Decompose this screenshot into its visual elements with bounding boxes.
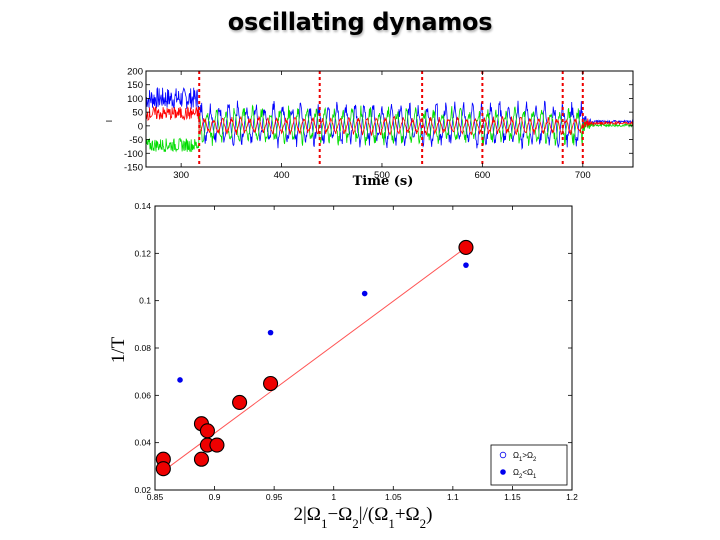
x-label-text: +Ω xyxy=(395,504,420,525)
data-point-blue xyxy=(267,329,274,336)
y-tick-label: 0.14 xyxy=(134,201,151,211)
data-point-blue xyxy=(361,290,368,297)
y-tick-label: 200 xyxy=(127,67,143,78)
data-point-red xyxy=(193,451,210,467)
x-label-text: 2|Ω xyxy=(294,504,321,525)
data-point-red xyxy=(209,437,225,453)
legend-text: Ω xyxy=(513,468,519,477)
x-label-text: ) xyxy=(426,504,432,525)
data-point-red xyxy=(199,423,215,439)
y-tick-label: 0.06 xyxy=(134,390,151,400)
y-tick-label: 0.12 xyxy=(134,248,151,258)
legend-subscript: 2 xyxy=(519,474,523,480)
time-series-lines xyxy=(145,86,634,153)
y-tick-label: 0 xyxy=(138,121,143,132)
legend-marker-open xyxy=(499,451,507,459)
y-tick-label: -150 xyxy=(124,163,143,174)
x-tick-label: 400 xyxy=(274,170,290,181)
time-series-ticks: 300 400 500 600 700 -150 -100 -50 0 50 100 150 200 xyxy=(124,67,633,181)
legend-subscript: 1 xyxy=(519,457,523,463)
x-tick-label: 0.85 xyxy=(147,492,164,502)
legend-label: Ω2<Ω1 xyxy=(513,468,537,480)
data-point-blue xyxy=(177,377,183,383)
slide-title: oscillating dynamos xyxy=(227,8,493,36)
time-series-frame xyxy=(145,70,634,168)
legend-label: Ω1>Ω2 xyxy=(513,451,537,463)
data-point-red xyxy=(458,239,474,255)
y-tick-label: -50 xyxy=(129,135,143,146)
x-tick-label: 0.9 xyxy=(209,492,221,502)
x-label-subscript: 1 xyxy=(388,516,395,531)
scatter-x-label: 2|Ω1−Ω2|/(Ω1+Ω2) xyxy=(294,504,433,531)
x-tick-label: 1.05 xyxy=(385,492,402,502)
x-label-subscript: 2 xyxy=(352,516,359,531)
y-tick-label: 50 xyxy=(132,108,143,119)
y-tick-label: 100 xyxy=(127,94,143,105)
time-series-x-label: Time (s) xyxy=(353,174,414,189)
series-red xyxy=(145,106,634,137)
legend-box xyxy=(490,444,568,486)
x-tick-label: 1.1 xyxy=(447,492,459,502)
x-tick-label: 600 xyxy=(474,170,490,181)
time-series-y-label: I xyxy=(104,120,114,122)
x-tick-label: 1.15 xyxy=(504,492,521,502)
legend-marker-filled xyxy=(500,469,506,475)
x-tick-label: 300 xyxy=(173,170,189,181)
x-label-subscript: 1 xyxy=(321,516,328,531)
event-lines xyxy=(198,71,584,167)
x-label-text: |/(Ω xyxy=(359,504,389,525)
x-tick-label: 1 xyxy=(331,492,336,502)
y-tick-label: -100 xyxy=(124,149,143,160)
x-label-text: −Ω xyxy=(327,504,352,525)
legend-text: <Ω xyxy=(522,468,533,477)
x-tick-label: 1.2 xyxy=(566,492,578,502)
y-tick-label: 150 xyxy=(127,80,143,91)
y-tick-label: 0.1 xyxy=(139,296,151,306)
data-point-red xyxy=(263,375,279,392)
legend-subscript: 2 xyxy=(533,457,537,463)
x-label-subscript: 2 xyxy=(420,516,427,531)
legend-subscript: 1 xyxy=(533,474,537,480)
x-tick-label: 700 xyxy=(575,170,591,181)
legend-text: >Ω xyxy=(522,451,533,460)
scatter-points xyxy=(155,239,474,477)
y-tick-label: 0.04 xyxy=(134,438,151,448)
scatter-chart: 0.85 0.9 0.95 1 1.05 1.1 1.15 1.2 0.02 0.04 0.06 0.… xyxy=(108,201,578,531)
legend-text: Ω xyxy=(513,451,519,460)
data-point-blue xyxy=(463,262,469,268)
data-point-red xyxy=(155,461,171,477)
time-series-chart: 300 400 500 600 700 -150 -100 -50 0 50 100 150 200 I… xyxy=(104,67,634,189)
scatter-ticks: 0.85 0.9 0.95 1 1.05 1.1 1.15 1.2 0.02 0.04 0.06 0.… xyxy=(134,201,578,502)
y-tick-label: 0.02 xyxy=(134,485,151,495)
series-green xyxy=(145,104,633,153)
y-tick-label: 0.08 xyxy=(134,343,151,353)
scatter-y-label: 1/T xyxy=(108,336,129,363)
data-point-red xyxy=(232,394,248,410)
x-tick-label: 500 xyxy=(374,170,390,181)
x-tick-label: 0.95 xyxy=(266,492,283,502)
